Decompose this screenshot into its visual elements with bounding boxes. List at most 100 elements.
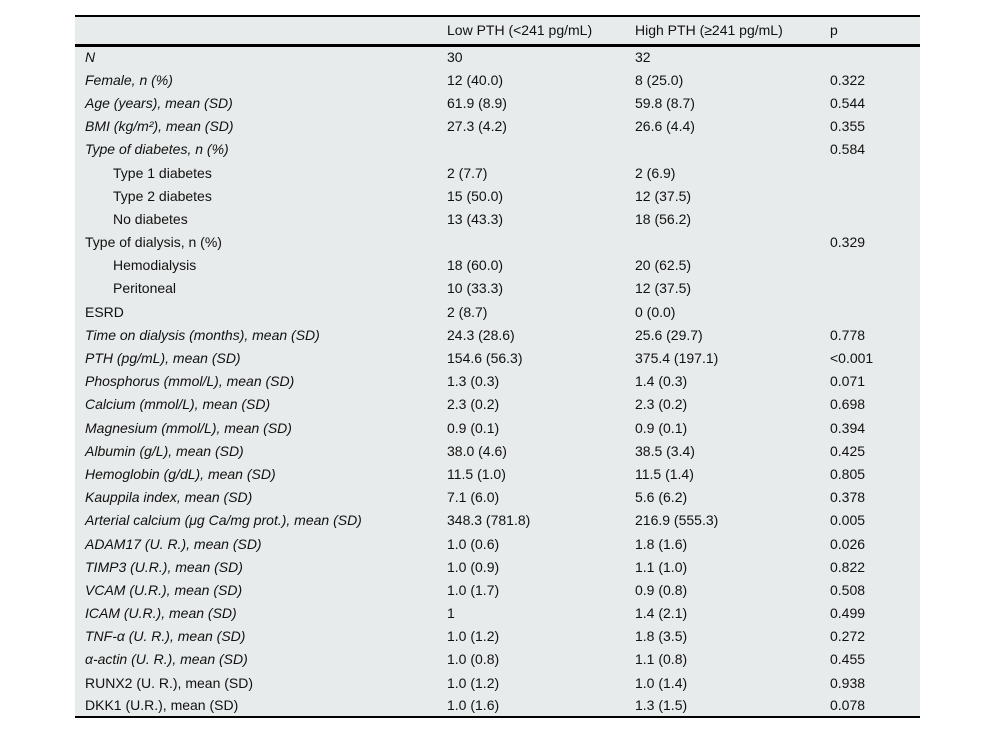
table-container: Low PTH (<241 pg/mL) High PTH (≥241 pg/m… (75, 15, 920, 719)
p-value: 0.499 (830, 605, 866, 622)
row-label: Albumin (g/L), mean (SD) (85, 442, 244, 459)
high-pth-value: 1.4 (2.1) (635, 605, 688, 622)
row-label: α-actin (U. R.), mean (SD) (85, 651, 248, 668)
table-row: Hemodialysis 18 (60.0) 20 (62.5) (75, 254, 920, 277)
p-value: 0.078 (830, 697, 866, 714)
high-pth-value: 38.5 (3.4) (635, 442, 695, 459)
p-value: 0.355 (830, 118, 866, 135)
row-label: ICAM (U.R.), mean (SD) (85, 605, 237, 622)
p-value: 0.026 (830, 535, 866, 552)
table-row: BMI (kg/m²), mean (SD) 27.3 (4.2) 26.6 (… (75, 115, 920, 138)
row-label: BMI (kg/m²), mean (SD) (85, 118, 234, 135)
low-pth-value: 15 (50.0) (447, 187, 504, 204)
table-row: Kauppila index, mean (SD) 7.1 (6.0) 5.6 … (75, 486, 920, 509)
p-value: 0.378 (830, 489, 866, 506)
low-pth-value: 1.0 (1.6) (447, 697, 500, 714)
p-value (830, 161, 920, 184)
low-pth-value: 12 (40.0) (447, 71, 504, 88)
table-row: Time on dialysis (months), mean (SD) 24.… (75, 323, 920, 346)
high-pth-value: 11.5 (1.4) (635, 465, 694, 482)
table-row: TIMP3 (U.R.), mean (SD) 1.0 (0.9) 1.1 (1… (75, 555, 920, 578)
row-label: Age (years), mean (SD) (85, 94, 233, 111)
row-label: Peritoneal (113, 280, 177, 297)
high-pth-value: 0.9 (0.8) (635, 581, 688, 598)
table-row: Calcium (mmol/L), mean (SD) 2.3 (0.2) 2.… (75, 393, 920, 416)
high-pth-value: 0.9 (0.1) (635, 419, 688, 436)
low-pth-value: 7.1 (6.0) (447, 489, 500, 506)
table-row: ICAM (U.R.), mean (SD) 1 1.4 (2.1) 0.499 (75, 602, 920, 625)
p-value (830, 45, 920, 68)
table-row: N 30 32 (75, 45, 920, 68)
row-label: Type 2 diabetes (113, 187, 212, 204)
low-pth-value: 1.0 (0.9) (447, 558, 500, 575)
p-value (830, 300, 920, 323)
p-value: 0.394 (830, 419, 866, 436)
table-row: RUNX2 (U. R.), mean (SD) 1.0 (1.2) 1.0 (… (75, 671, 920, 694)
row-label: Phosphorus (mmol/L), mean (SD) (85, 373, 295, 390)
low-pth-value: 1.0 (0.6) (447, 535, 500, 552)
low-pth-value: 18 (60.0) (447, 257, 504, 274)
p-value: 0.322 (830, 71, 866, 88)
high-pth-value: 1.4 (0.3) (635, 373, 688, 390)
table-row: Female, n (%) 12 (40.0) 8 (25.0) 0.322 (75, 68, 920, 91)
p-value: 0.329 (830, 234, 866, 251)
low-pth-value: 1.0 (1.2) (447, 674, 500, 691)
low-pth-value: 1.3 (0.3) (447, 373, 500, 390)
row-label: Type of dialysis, n (%) (85, 234, 222, 251)
table-row: Phosphorus (mmol/L), mean (SD) 1.3 (0.3)… (75, 370, 920, 393)
low-pth-value: 2.3 (0.2) (447, 396, 500, 413)
high-pth-value: 216.9 (555.3) (635, 512, 719, 529)
row-label: PTH (pg/mL), mean (SD) (85, 350, 241, 367)
p-value: 0.455 (830, 651, 866, 668)
low-pth-value (447, 231, 635, 254)
low-pth-value: 30 (447, 49, 463, 66)
table-row: α-actin (U. R.), mean (SD) 1.0 (0.8) 1.1… (75, 648, 920, 671)
p-value (830, 277, 920, 300)
p-value: <0.001 (830, 350, 874, 367)
row-label: Arterial calcium (μg Ca/mg prot.), mean … (85, 512, 362, 529)
high-pth-value: 32 (635, 49, 651, 66)
table-row: Hemoglobin (g/dL), mean (SD) 11.5 (1.0) … (75, 462, 920, 485)
high-pth-value: 8 (25.0) (635, 71, 684, 88)
p-value (830, 207, 920, 230)
p-value: 0.272 (830, 628, 866, 645)
p-value: 0.425 (830, 442, 866, 459)
p-value: 0.805 (830, 465, 866, 482)
row-label: RUNX2 (U. R.), mean (SD) (85, 674, 254, 691)
p-value: 0.005 (830, 512, 866, 529)
low-pth-value: 1.0 (1.2) (447, 628, 500, 645)
column-header-low-pth: Low PTH (<241 pg/mL) (447, 16, 635, 47)
p-value (830, 184, 920, 207)
low-pth-value: 1 (447, 605, 455, 622)
table-header: Low PTH (<241 pg/mL) High PTH (≥241 pg/m… (75, 16, 920, 47)
low-pth-value: 24.3 (28.6) (447, 326, 515, 343)
low-pth-value: 154.6 (56.3) (447, 350, 523, 367)
high-pth-value: 18 (56.2) (635, 210, 692, 227)
high-pth-value: 26.6 (4.4) (635, 118, 695, 135)
column-header-p: p (830, 16, 920, 47)
row-label: Type of diabetes, n (%) (85, 141, 229, 158)
pth-comparison-table: Low PTH (<241 pg/mL) High PTH (≥241 pg/m… (75, 15, 920, 719)
table-row: Arterial calcium (μg Ca/mg prot.), mean … (75, 509, 920, 532)
row-label: Hemodialysis (113, 257, 197, 274)
high-pth-value: 20 (62.5) (635, 257, 692, 274)
low-pth-value (447, 138, 635, 161)
high-pth-value: 1.8 (3.5) (635, 628, 688, 645)
p-value (830, 254, 920, 277)
low-pth-value: 1.0 (1.7) (447, 581, 500, 598)
table-row: TNF-α (U. R.), mean (SD) 1.0 (1.2) 1.8 (… (75, 625, 920, 648)
table-row: Peritoneal 10 (33.3) 12 (37.5) (75, 277, 920, 300)
high-pth-value: 1.1 (1.0) (635, 558, 688, 575)
high-pth-value: 12 (37.5) (635, 280, 692, 297)
header-row: Low PTH (<241 pg/mL) High PTH (≥241 pg/m… (75, 16, 920, 47)
high-pth-value: 2 (6.9) (635, 164, 676, 181)
low-pth-value: 38.0 (4.6) (447, 442, 507, 459)
row-label: TIMP3 (U.R.), mean (SD) (85, 558, 243, 575)
low-pth-value: 27.3 (4.2) (447, 118, 507, 135)
row-label: Kauppila index, mean (SD) (85, 489, 253, 506)
high-pth-value: 59.8 (8.7) (635, 94, 695, 111)
p-value: 0.544 (830, 94, 866, 111)
table-row: No diabetes 13 (43.3) 18 (56.2) (75, 207, 920, 230)
column-header-high-pth: High PTH (≥241 pg/mL) (635, 16, 830, 47)
